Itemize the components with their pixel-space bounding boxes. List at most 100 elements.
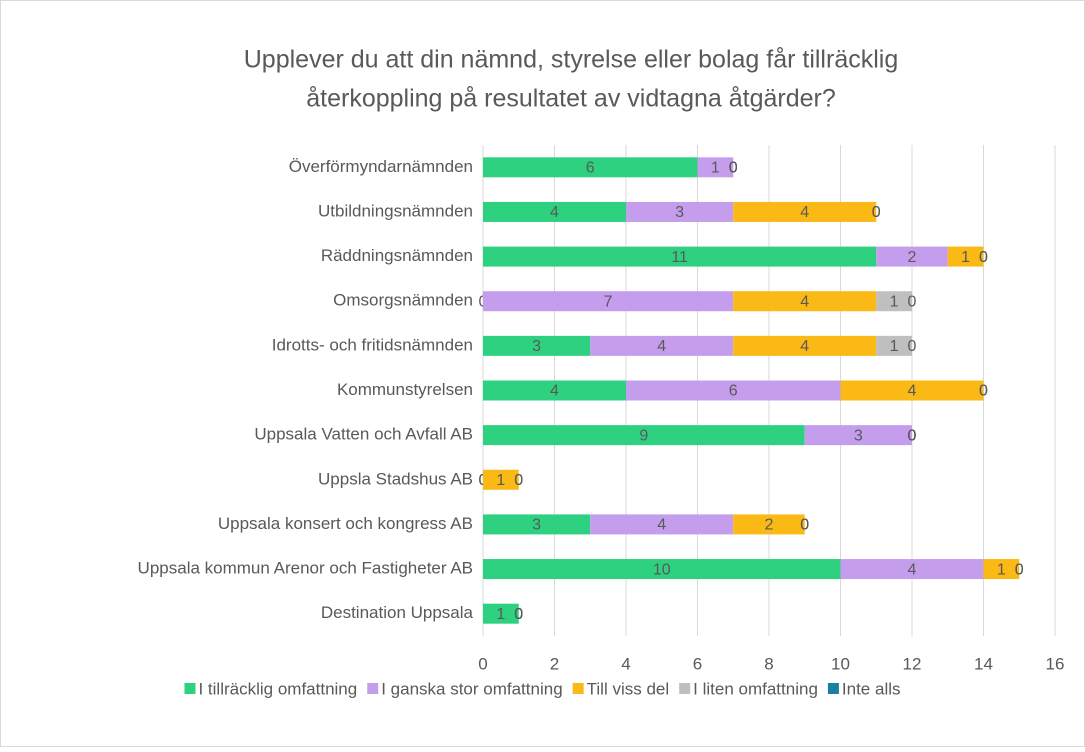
data-label: 0 xyxy=(729,160,738,177)
bar-segment xyxy=(590,335,734,356)
data-label: 0 xyxy=(908,293,917,310)
bar-segment xyxy=(483,514,591,535)
data-label: 0 xyxy=(800,517,809,534)
legend-label: Inte alls xyxy=(842,679,901,698)
data-label: 1 xyxy=(496,606,505,623)
data-label: 7 xyxy=(604,293,613,310)
data-label: 0 xyxy=(514,472,523,489)
data-label: 4 xyxy=(550,204,559,221)
data-label: 0 xyxy=(979,383,988,400)
bar-segment xyxy=(626,380,841,401)
data-label: 0 xyxy=(908,427,917,444)
data-label: 4 xyxy=(657,338,666,355)
data-label: 0 xyxy=(1015,561,1024,578)
bar-segment xyxy=(733,291,877,312)
x-tick-label: 14 xyxy=(974,654,993,673)
bar-segment xyxy=(983,559,1020,580)
data-label: 0 xyxy=(979,249,988,266)
bar-segment xyxy=(876,291,912,312)
data-label: 0 xyxy=(872,204,881,221)
data-label: 2 xyxy=(908,249,917,266)
y-tick-label: Kommunstyrelsen xyxy=(337,380,473,399)
x-tick-label: 0 xyxy=(478,654,487,673)
data-label: 0 xyxy=(872,204,881,221)
bar-segment xyxy=(483,291,734,312)
data-label: 4 xyxy=(800,293,809,310)
bar-segment xyxy=(626,201,734,222)
data-label: 1 xyxy=(961,249,970,266)
data-label: 1 xyxy=(997,561,1006,578)
bar-segment xyxy=(590,514,734,535)
data-label: 3 xyxy=(675,204,684,221)
bar-segment xyxy=(483,425,805,446)
data-label: 0 xyxy=(908,427,917,444)
data-label: 0 xyxy=(908,338,917,355)
bar-segment xyxy=(733,514,805,535)
chart-title: återkoppling på resultatet av vidtagna å… xyxy=(306,85,836,113)
y-tick-label: Omsorgsnämnden xyxy=(333,291,473,310)
y-tick-label: Räddningsnämnden xyxy=(321,246,473,265)
data-label: 4 xyxy=(908,561,917,578)
x-tick-label: 12 xyxy=(903,654,922,673)
legend-swatch xyxy=(679,683,691,694)
y-tick-label: Utbildningsnämnden xyxy=(318,201,473,220)
y-tick-label: Uppsala kommun Arenor och Fastigheter AB xyxy=(138,559,473,578)
data-label: 4 xyxy=(800,204,809,221)
data-label: 4 xyxy=(908,383,917,400)
data-label: 11 xyxy=(671,249,688,266)
y-tick-label: Destination Uppsala xyxy=(321,603,474,622)
x-tick-label: 8 xyxy=(764,654,773,673)
data-label: 10 xyxy=(653,561,671,578)
bar-segment xyxy=(804,425,912,446)
data-label: 0 xyxy=(979,249,988,266)
data-label: 0 xyxy=(514,606,523,623)
bar-segment xyxy=(697,157,734,178)
x-tick-label: 4 xyxy=(621,654,630,673)
bar-segment xyxy=(483,246,877,267)
data-label: 3 xyxy=(532,338,541,355)
y-tick-label: Idrotts- och fritidsnämnden xyxy=(272,335,473,354)
data-label: 6 xyxy=(586,160,595,177)
bar-segment xyxy=(947,246,984,267)
data-label: 0 xyxy=(729,160,738,177)
bar-segment xyxy=(483,157,698,178)
data-label: 0 xyxy=(908,427,917,444)
x-tick-label: 10 xyxy=(831,654,850,673)
x-tick-label: 6 xyxy=(693,654,702,673)
data-label: 4 xyxy=(657,517,666,534)
bar-segment xyxy=(483,603,519,624)
data-label: 0 xyxy=(800,517,809,534)
y-tick-label: Överförmyndarnämnden xyxy=(289,157,473,176)
data-label: 3 xyxy=(854,427,863,444)
y-tick-label: Uppsala konsert och kongress AB xyxy=(218,514,473,533)
data-label: 0 xyxy=(514,606,523,623)
y-tick-label: Uppsla Stadshus AB xyxy=(318,469,473,488)
data-label: 1 xyxy=(890,293,899,310)
data-label: 2 xyxy=(765,517,774,534)
legend-label: I tillräcklig omfattning xyxy=(198,679,357,698)
data-label: 1 xyxy=(890,338,899,355)
legend-swatch xyxy=(184,683,196,694)
bar-segment xyxy=(876,246,948,267)
y-tick-label: Uppsala Vatten och Avfall AB xyxy=(254,425,473,444)
bar-segment xyxy=(840,559,984,580)
bar-segment xyxy=(483,559,841,580)
data-label: 4 xyxy=(550,383,559,400)
data-label: 3 xyxy=(532,517,541,534)
bar-segment xyxy=(876,335,912,356)
data-label: 6 xyxy=(729,383,738,400)
bar-segment xyxy=(483,335,591,356)
data-label: 0 xyxy=(514,606,523,623)
bar-segment xyxy=(733,335,877,356)
legend-swatch xyxy=(367,683,379,694)
x-tick-label: 16 xyxy=(1046,654,1065,673)
data-label: 0 xyxy=(729,160,738,177)
bar-segment xyxy=(483,469,519,490)
data-label: 0 xyxy=(514,606,523,623)
bar-segment xyxy=(840,380,984,401)
legend-swatch xyxy=(827,683,839,694)
x-tick-label: 2 xyxy=(550,654,559,673)
chart-title: Upplever du att din nämnd, styrelse elle… xyxy=(244,46,898,74)
data-label: 1 xyxy=(496,472,505,489)
